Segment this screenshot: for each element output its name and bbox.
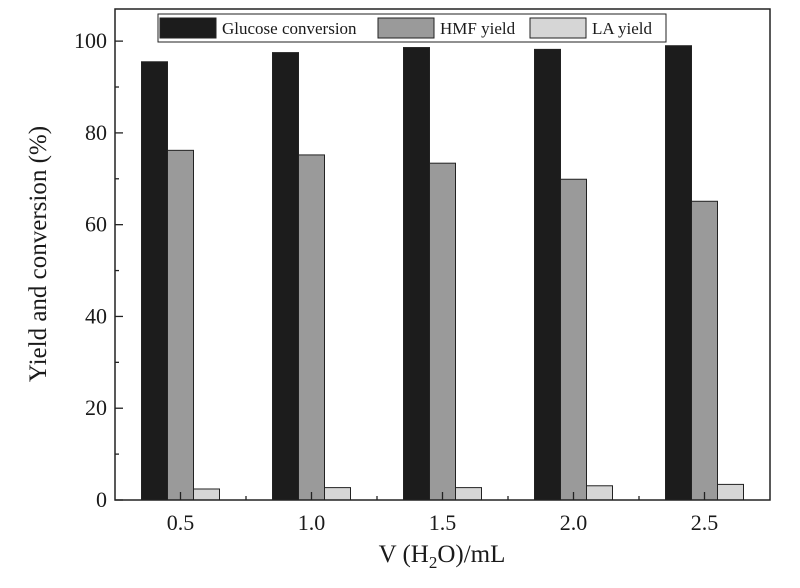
legend-swatch-hmf-yield [377, 17, 435, 39]
y-tick-label: 20 [85, 395, 107, 420]
legend-label-la-yield: LA yield [592, 19, 652, 38]
bar-hmf-yield-1-0 [298, 154, 325, 501]
x-axis-title-main: V (H [379, 541, 429, 568]
x-axis-title-subscript: 2 [429, 553, 438, 572]
legend: Glucose conversion HMF yield LA yield [157, 13, 667, 43]
bar-hmf-yield-2-5 [691, 200, 718, 501]
y-tick-label: 0 [96, 487, 107, 512]
bar-glucose-conversion-1-0 [272, 52, 299, 501]
legend-label-hmf-yield: HMF yield [440, 19, 516, 38]
bar-hmf-yield-2-0 [560, 178, 587, 501]
bar-hmf-yield-1-5 [429, 162, 456, 501]
bars [141, 45, 744, 501]
legend-swatch-glucose-conversion [159, 17, 217, 39]
bar-la-yield-2-0 [586, 485, 613, 501]
bar-glucose-conversion-1-5 [403, 47, 430, 501]
bar-la-yield-1-5 [455, 487, 482, 501]
x-tick-label: 1.0 [298, 510, 326, 535]
bar-la-yield-1-0 [324, 487, 351, 501]
y-tick-label: 100 [74, 28, 107, 53]
x-tick-label: 2.0 [560, 510, 588, 535]
y-axis-title: Yield and conversion (%) [25, 126, 52, 382]
x-axis-title-rest: O)/mL [437, 541, 505, 568]
x-axis: 0.5 1.0 1.5 2.0 2.5 [167, 492, 719, 535]
legend-label-glucose-conversion: Glucose conversion [222, 19, 357, 38]
bar-la-yield-0-5 [193, 488, 220, 501]
x-tick-label: 2.5 [691, 510, 719, 535]
y-axis: 0 20 40 60 80 100 [74, 28, 123, 512]
y-tick-label: 40 [85, 303, 107, 328]
bar-hmf-yield-0-5 [167, 149, 194, 501]
y-tick-label: 60 [85, 212, 107, 237]
bar-glucose-conversion-2-0 [534, 48, 561, 501]
x-tick-label: 0.5 [167, 510, 195, 535]
legend-swatch-la-yield [529, 17, 587, 39]
bar-la-yield-2-5 [717, 483, 744, 501]
bar-glucose-conversion-0-5 [141, 61, 168, 501]
y-tick-label: 80 [85, 120, 107, 145]
x-axis-title: V (H2O)/mL [379, 541, 506, 572]
bar-glucose-conversion-2-5 [665, 45, 692, 501]
x-tick-label: 1.5 [429, 510, 457, 535]
